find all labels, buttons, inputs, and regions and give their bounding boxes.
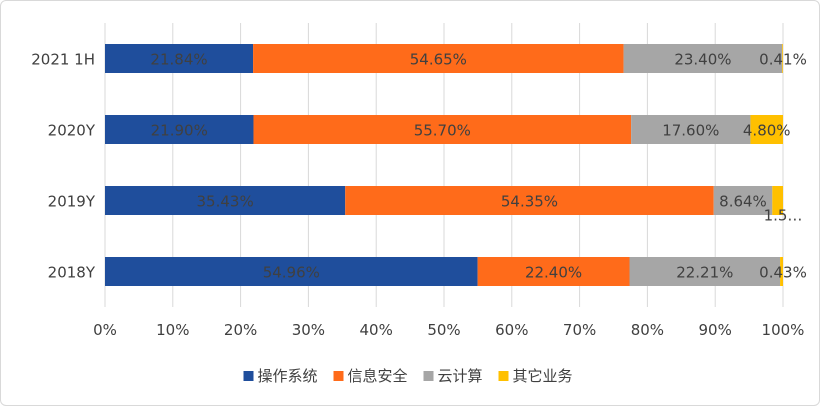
x-tick-label: 40%	[360, 321, 393, 339]
bar-segment	[477, 257, 630, 286]
bar-segment	[623, 44, 783, 73]
bar-segment	[629, 257, 781, 286]
data-label: 21.84%	[150, 51, 207, 69]
legend-swatch	[498, 371, 509, 381]
bar-segment	[105, 257, 478, 286]
legend-swatch	[333, 371, 344, 381]
data-label: 54.65%	[410, 51, 467, 69]
x-tick-label: 50%	[427, 321, 460, 339]
legend-label: 其它业务	[513, 367, 573, 385]
data-label: 17.60%	[662, 122, 719, 140]
x-tick-label: 60%	[495, 321, 528, 339]
legend-swatch	[423, 371, 434, 381]
bar-segment	[631, 115, 751, 144]
x-tick-label: 70%	[563, 321, 596, 339]
data-label: 0.43%	[759, 264, 807, 282]
bar-segment	[105, 115, 254, 144]
y-category-label: 2020Y	[48, 122, 96, 140]
x-tick-label: 10%	[156, 321, 189, 339]
x-tick-label: 30%	[292, 321, 325, 339]
x-tick-label: 100%	[762, 321, 805, 339]
y-category-label: 2019Y	[48, 193, 96, 211]
x-tick-label: 90%	[699, 321, 732, 339]
data-label: 1.5…	[764, 207, 803, 225]
bar-segment	[345, 186, 714, 215]
data-label: 21.90%	[151, 122, 208, 140]
y-category-label: 2018Y	[48, 264, 96, 282]
data-label: 4.80%	[743, 122, 791, 140]
x-tick-label: 80%	[631, 321, 664, 339]
bar-segment	[253, 44, 624, 73]
data-label: 8.64%	[719, 193, 767, 211]
bar-segment	[780, 257, 783, 286]
data-label: 0.41%	[759, 51, 807, 69]
bar-segment	[772, 186, 783, 215]
bar-segment	[782, 44, 783, 73]
legend-label: 操作系统	[258, 367, 318, 385]
data-label: 23.40%	[674, 51, 731, 69]
bar-segment	[105, 186, 346, 215]
x-tick-label: 0%	[93, 321, 117, 339]
data-label: 22.40%	[525, 264, 582, 282]
x-tick-label: 20%	[224, 321, 257, 339]
bar-segment	[713, 186, 773, 215]
bar-segment	[750, 115, 783, 144]
y-category-label: 2021 1H	[31, 51, 95, 69]
legend-label: 信息安全	[348, 367, 408, 385]
data-label: 55.70%	[414, 122, 471, 140]
legend-label: 云计算	[438, 367, 483, 385]
bar-segment	[253, 115, 632, 144]
data-label: 54.96%	[263, 264, 320, 282]
data-label: 22.21%	[676, 264, 733, 282]
data-label: 54.35%	[501, 193, 558, 211]
data-label: 35.43%	[197, 193, 254, 211]
legend-swatch	[243, 371, 254, 381]
bar-segment	[105, 44, 254, 73]
